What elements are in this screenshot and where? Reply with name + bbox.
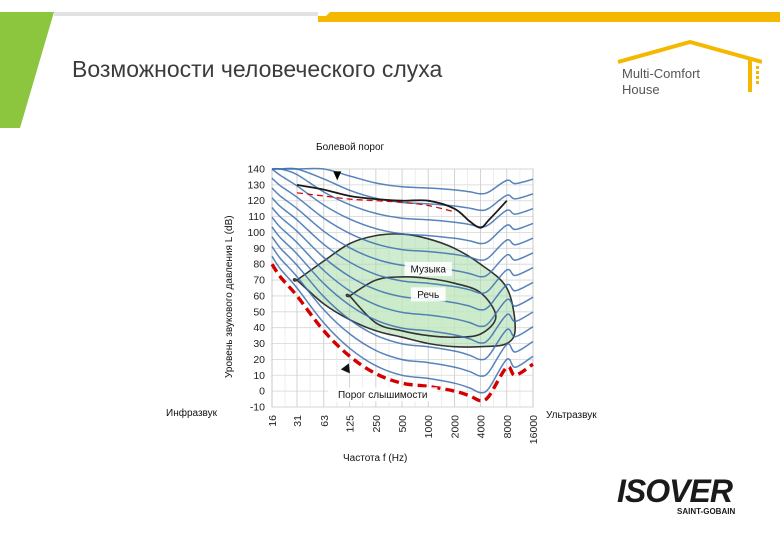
equal-loudness-curve (271, 236, 534, 361)
page-title: Возможности человеческого слуха (72, 56, 443, 82)
header-yellow-bar (318, 12, 780, 22)
x-tick-label: 16000 (528, 415, 540, 444)
series-line (296, 184, 508, 229)
equal-loudness-curve (271, 167, 534, 195)
logo-line1: Multi-Comfort (622, 66, 700, 81)
equal-loudness-curve (271, 168, 534, 245)
y-tick-label: 140 (247, 164, 265, 176)
x-tick-label: 8000 (502, 415, 514, 439)
saint-gobain-text: SAINT-GOBAIN (677, 507, 735, 516)
x-tick-label: 1000 (423, 415, 435, 439)
y-tick-label: 80 (253, 259, 265, 271)
x-tick-label: 16 (267, 415, 279, 427)
y-axis-label: Уровень звукового давления L (dB) (224, 215, 235, 378)
y-tick-label: 100 (247, 227, 265, 239)
y-tick-label: 120 (247, 195, 265, 207)
y-tick-label: 0 (259, 386, 265, 398)
x-tick-label: 500 (397, 415, 409, 433)
hearing-threshold-label: Порог слышимости (338, 390, 428, 401)
pain-threshold-arrow (333, 171, 342, 181)
y-tick-label: 10 (253, 370, 265, 382)
x-tick-label: 125 (345, 415, 357, 433)
roof-icon: Multi-Comfort House (617, 39, 763, 97)
equal-loudness-curve (271, 216, 534, 328)
x-axis-label: Частота f (Hz) (343, 453, 408, 464)
hearing-threshold-label-bg (328, 387, 438, 402)
x-tick-label: 63 (319, 415, 331, 427)
y-tick-label: 50 (253, 306, 265, 318)
logo-line2: House (622, 82, 660, 97)
equal-loudness-curves (271, 167, 534, 394)
chart-annotations: Музыка Речь Порог слышимости (328, 171, 452, 402)
y-tick-label: 30 (253, 338, 265, 350)
isover-logo: ISOVER SAINT-GOBAIN (615, 472, 755, 522)
hearing-threshold-arrow (340, 363, 350, 374)
y-tick-label: 20 (253, 354, 265, 366)
x-tick-label: 2000 (449, 415, 461, 439)
series-line (296, 192, 455, 213)
equal-loudness-curve (271, 255, 534, 394)
equal-loudness-curve (271, 167, 534, 228)
equal-loudness-curve (271, 167, 534, 212)
y-tick-label: 70 (253, 275, 265, 287)
equal-loudness-curve (271, 226, 534, 344)
series-line (270, 263, 534, 403)
equal-loudness-curve (271, 177, 534, 261)
chart-series (270, 184, 534, 403)
header-green-shape (0, 12, 54, 128)
y-tick-label: 90 (253, 243, 265, 255)
speech-label-bg (410, 287, 446, 302)
x-tick-label: 250 (371, 415, 383, 433)
equal-loudness-curve (271, 246, 534, 377)
header-decoration (0, 12, 780, 128)
music-label: Музыка (411, 264, 447, 275)
y-tick-label: -10 (250, 402, 265, 414)
infrasound-label: Инфразвук (166, 408, 218, 419)
multi-comfort-house-logo: Multi-Comfort House (612, 39, 763, 100)
header-gray-bar (54, 12, 318, 16)
ultrasound-label: Ультразвук (546, 410, 597, 421)
y-tick-labels: -10 0 10 20 30 40 50 60 70 80 90 100 110 120 130 140 (247, 164, 265, 414)
music-label-bg (404, 261, 452, 276)
speech-label: Речь (417, 290, 439, 301)
x-tick-label: 31 (292, 415, 304, 427)
x-tick-labels: 16 31 63 125 250 500 1000 2000 4000 8000 16000 (267, 415, 540, 444)
y-tick-label: 60 (253, 290, 265, 302)
chart-title: Болевой порог (316, 142, 385, 153)
y-tick-label: 130 (247, 179, 265, 191)
equal-loudness-curve (271, 197, 534, 294)
isover-wordmark: ISOVER (617, 473, 733, 509)
x-tick-label: 4000 (476, 415, 488, 439)
y-tick-label: 40 (253, 322, 265, 334)
y-tick-label: 110 (248, 211, 265, 223)
